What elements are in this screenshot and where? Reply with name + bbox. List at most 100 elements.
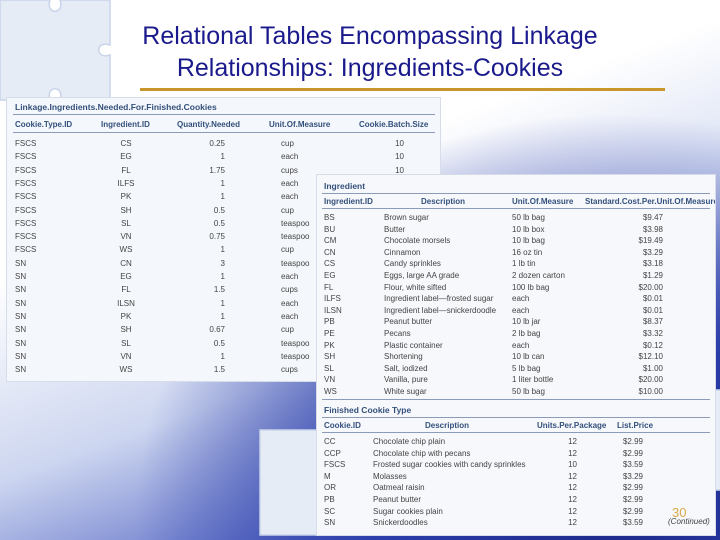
table-rule (322, 399, 710, 400)
table-cell: 10 (395, 165, 404, 175)
title-line-1: Relational Tables Encompassing Linkage (142, 22, 598, 50)
table-cell: FSCS (324, 460, 346, 470)
table-cell: $2.99 (622, 483, 643, 493)
table-cell: FSCS (15, 139, 37, 148)
table-cell: WS (119, 365, 133, 375)
table-cell: FSCS (15, 152, 37, 162)
table-cell: each (512, 294, 530, 304)
table-cell: 3 (220, 258, 225, 268)
table-cell: Chocolate chip with pecans (373, 448, 471, 458)
table-cell: ILSN (324, 305, 342, 315)
table-cell: $3.59 (622, 518, 643, 528)
table-cell: $0.01 (642, 305, 663, 315)
table-cell: 10 lb jar (512, 317, 541, 327)
table-cell: Brown sugar (384, 213, 429, 222)
table-cell: $19.49 (638, 236, 663, 246)
column-header: Unit.Of.Measure (512, 197, 574, 206)
table-cell: 1 (220, 298, 225, 308)
table-cell: CS (120, 139, 132, 148)
table-cell: each (281, 298, 299, 308)
table-cell: each (281, 152, 299, 162)
page-number: 30 (672, 505, 687, 520)
table-cell: cup (281, 325, 294, 335)
table-cell: 50 lb bag (512, 387, 545, 396)
table-cell: 10 lb box (512, 224, 545, 234)
table-cell: teaspoo (281, 351, 310, 361)
table-cell: $2.99 (622, 495, 643, 504)
table-rule (322, 208, 710, 209)
column-header: Standard.Cost.Per.Unit.Of.Measure (585, 197, 716, 206)
table-cell: FL (121, 285, 131, 295)
column-header: List.Price (617, 421, 654, 430)
table-cell: Cinnamon (384, 247, 421, 257)
table-cell: $3.32 (642, 329, 663, 338)
table-cell: Vanilla, pure (384, 375, 428, 385)
table-cell: SH (120, 325, 132, 335)
table-cell: CM (324, 236, 337, 246)
table-cell: cup (281, 245, 294, 255)
table-cell: OR (324, 483, 336, 493)
table-cell: CC (324, 437, 336, 446)
table-cell: $12.10 (638, 352, 663, 362)
slide-title: Relational Tables Encompassing Linkage R… (100, 20, 640, 84)
table-cell: FSCS (15, 205, 37, 215)
table-cell: each (281, 178, 299, 188)
table-cell: CN (324, 247, 336, 257)
table-cell: SL (121, 218, 131, 228)
table-cell: $3.29 (622, 471, 643, 481)
table-cell: SN (15, 351, 27, 361)
table-cell: each (512, 305, 530, 315)
table-cell: 0.5 (213, 218, 225, 228)
column-header: Units.Per.Package (537, 421, 607, 430)
column-header: Description (425, 421, 470, 430)
table-cell: Candy sprinkles (384, 259, 441, 269)
table-cell: Shortening (384, 352, 423, 362)
table-cell: 12 (568, 495, 577, 504)
table-caption: Finished Cookie Type (324, 405, 412, 415)
table-cell: teaspoo (281, 232, 310, 242)
table-rule (322, 417, 710, 418)
table-cell: Sugar cookies plain (373, 506, 443, 516)
table-cell: PK (120, 311, 132, 321)
table-cell: SN (15, 285, 27, 295)
table-cell: 1.75 (209, 165, 225, 175)
table-cell: FSCS (15, 218, 37, 228)
table-cell: FSCS (15, 232, 37, 242)
table-cell: teaspoo (281, 258, 310, 268)
table-cell: 1.5 (213, 285, 225, 295)
column-header: Description (421, 197, 466, 206)
table-cell: FL (324, 282, 334, 292)
table-cell: 0.25 (209, 139, 225, 148)
table-cell: FSCS (15, 192, 37, 202)
table-cell: 1 liter bottle (512, 375, 554, 385)
table-cell: EG (324, 271, 336, 280)
table-cell: 10 (395, 152, 404, 162)
table-cell: SN (15, 311, 27, 321)
table-cell: ILFS (117, 178, 135, 188)
table-cell: 12 (568, 483, 577, 493)
column-header: Cookie.Batch.Size (359, 120, 429, 129)
table-cell: $8.37 (642, 317, 663, 327)
table-cell: $2.99 (622, 437, 643, 446)
table-cell: 1 (220, 192, 225, 202)
table-cell: 1 lb tin (512, 259, 536, 269)
table-cell: M (324, 471, 331, 481)
table-cell: cups (281, 165, 298, 175)
table-cell: 1 (220, 245, 225, 255)
table-cell: Butter (384, 224, 406, 234)
table-cell: $2.99 (622, 506, 643, 516)
column-header: Unit.Of.Measure (269, 120, 331, 129)
table-cell: $9.47 (642, 213, 663, 222)
table-cell: 0.5 (213, 205, 225, 215)
table-cell: FSCS (15, 178, 37, 188)
table-cell: 10 lb can (512, 352, 545, 362)
table-cell: 1 (220, 152, 225, 162)
title-underline (140, 88, 665, 91)
table-cell: White sugar (384, 387, 427, 396)
table-cell: SN (15, 258, 27, 268)
table-cell: CN (120, 258, 132, 268)
table-cell: cup (281, 205, 294, 215)
table-cell: SC (324, 506, 336, 516)
table-cell: VN (120, 232, 132, 242)
table-cell: Eggs, large AA grade (384, 271, 460, 280)
